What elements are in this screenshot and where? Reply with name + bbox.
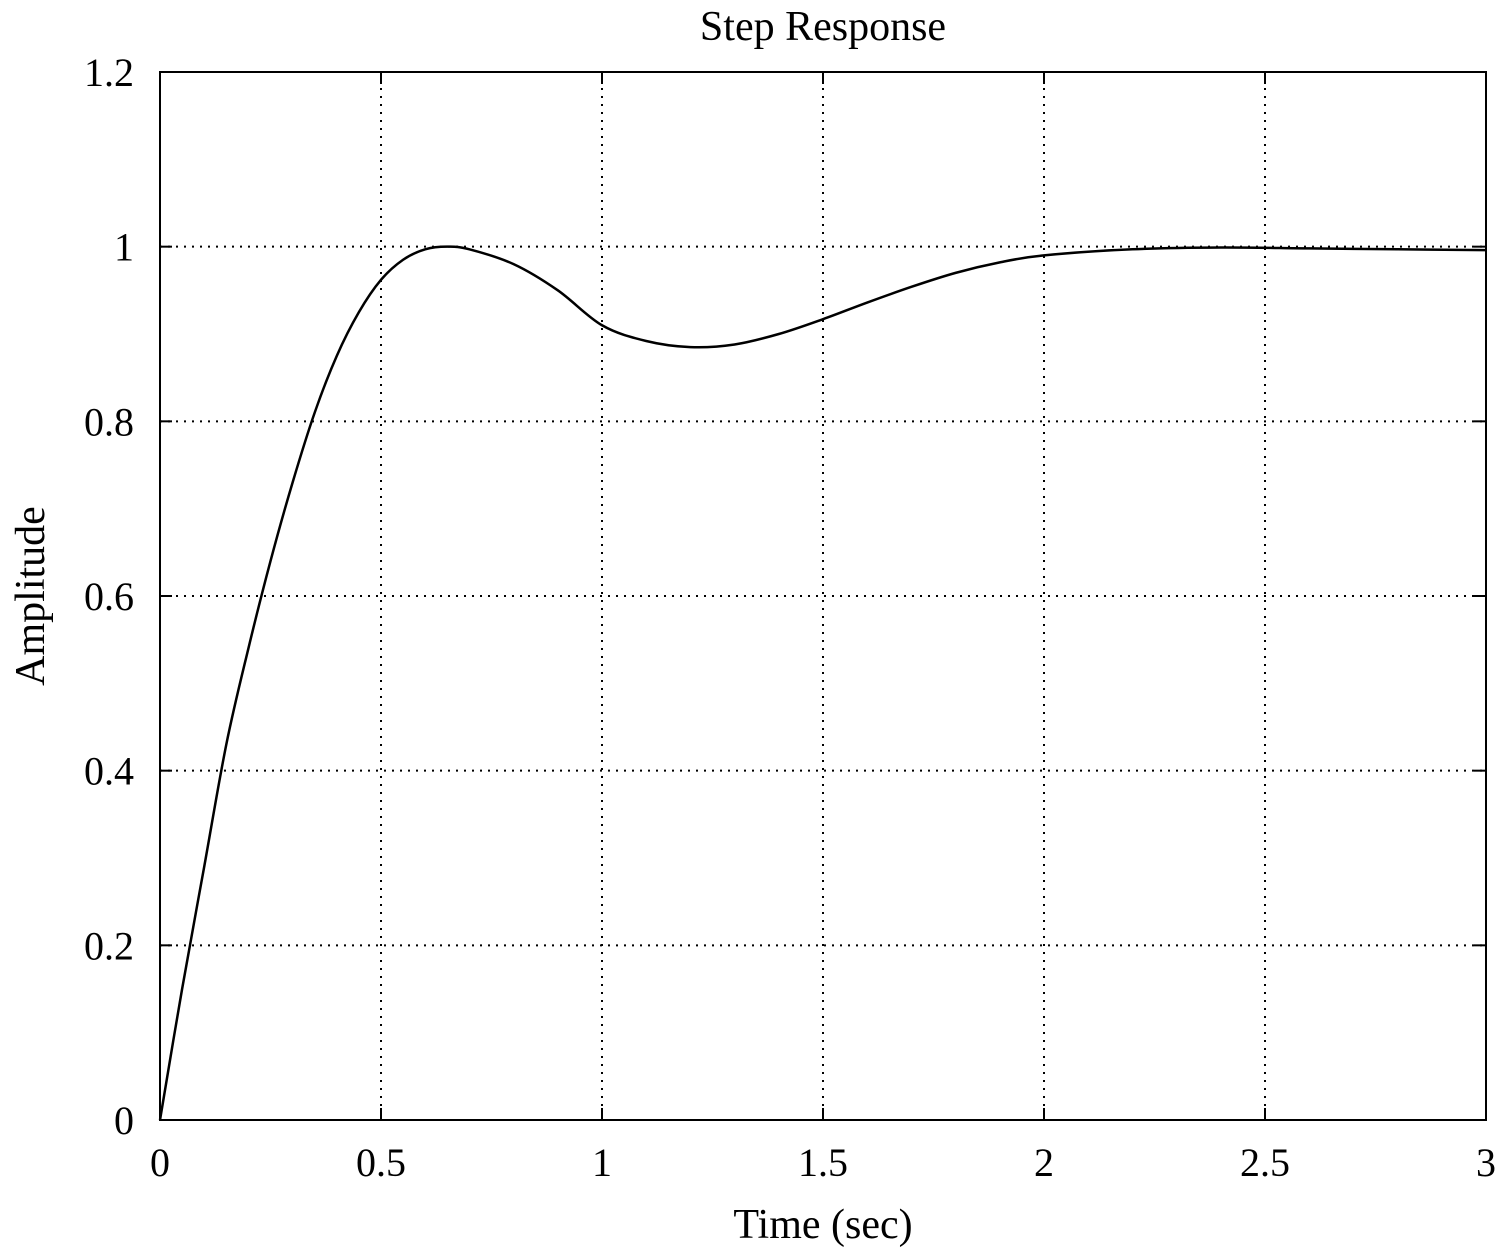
x-tick-label: 1.5 xyxy=(798,1140,848,1185)
y-axis-label: Amplitude xyxy=(8,506,54,686)
y-tick-label: 0.2 xyxy=(84,923,134,968)
x-tick-label: 3 xyxy=(1476,1140,1496,1185)
x-axis-label: Time (sec) xyxy=(733,1202,912,1248)
y-tick-label: 0.4 xyxy=(84,749,134,794)
x-tick-label: 2 xyxy=(1034,1140,1054,1185)
x-tick-label: 2.5 xyxy=(1240,1140,1290,1185)
y-tick-label: 1 xyxy=(114,225,134,270)
y-tick-label: 0 xyxy=(114,1098,134,1143)
chart-title: Step Response xyxy=(700,4,946,50)
x-tick-label: 0 xyxy=(150,1140,170,1185)
y-tick-label: 0.6 xyxy=(84,574,134,619)
y-tick-label: 1.2 xyxy=(84,50,134,95)
x-tick-label: 1 xyxy=(592,1140,612,1185)
grid xyxy=(160,72,1486,1120)
x-tick-label: 0.5 xyxy=(356,1140,406,1185)
ticks: 0 0.5 1 1.5 2 2.5 3 0 0.2 0.4 0.6 0.8 1 1.2 xyxy=(84,50,1496,1185)
y-tick-label: 0.8 xyxy=(84,399,134,444)
plot-frame xyxy=(159,71,1487,1121)
series-line xyxy=(158,245,1487,1121)
